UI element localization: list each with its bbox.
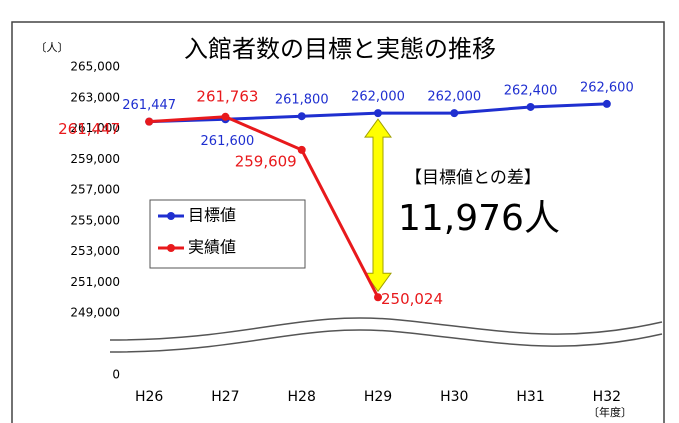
data-label: 261,447 bbox=[122, 98, 176, 113]
data-point bbox=[526, 102, 535, 111]
data-point bbox=[450, 109, 459, 118]
data-label: 262,400 bbox=[504, 83, 558, 98]
data-point bbox=[297, 145, 306, 154]
x-tick-label: H27 bbox=[211, 389, 239, 405]
data-label: 259,609 bbox=[235, 152, 297, 170]
legend-label: 実績値 bbox=[188, 238, 236, 257]
y-tick-label: 255,000 bbox=[70, 213, 120, 227]
annotation-value: 11,976人 bbox=[398, 198, 560, 239]
legend-marker bbox=[167, 212, 175, 220]
data-label: 262,000 bbox=[351, 90, 405, 105]
data-label: 262,000 bbox=[427, 90, 481, 105]
y-tick-label: 259,000 bbox=[70, 152, 120, 166]
y-tick-label: 265,000 bbox=[70, 60, 120, 74]
y-tick-label: 249,000 bbox=[70, 306, 120, 320]
data-label: 261,447 bbox=[58, 120, 120, 138]
legend-marker bbox=[167, 244, 175, 252]
data-point bbox=[297, 112, 306, 121]
y-unit-label: 〔人〕 bbox=[36, 41, 69, 54]
legend-box bbox=[149, 199, 306, 269]
axis-break bbox=[109, 317, 663, 353]
data-label: 250,024 bbox=[381, 290, 443, 308]
x-unit-label: 〔年度〕 bbox=[588, 405, 632, 419]
data-label: 261,600 bbox=[201, 134, 255, 149]
break-line bbox=[109, 329, 663, 353]
data-point bbox=[374, 293, 382, 302]
y-tick-label: 0 bbox=[112, 368, 120, 382]
x-tick-label: H30 bbox=[440, 389, 468, 405]
data-point bbox=[145, 117, 154, 126]
y-tick-label: 261,000 bbox=[70, 121, 120, 135]
difference-arrow bbox=[364, 118, 392, 293]
data-label: 261,800 bbox=[275, 93, 329, 108]
x-tick-label: H32 bbox=[593, 389, 621, 405]
annotation-label: 【目標値との差】 bbox=[405, 168, 541, 188]
data-label: 261,763 bbox=[196, 87, 258, 105]
data-point bbox=[221, 112, 230, 121]
data-point bbox=[374, 109, 382, 118]
legend-label: 目標値 bbox=[188, 206, 236, 225]
series-line bbox=[149, 115, 380, 298]
x-tick-label: H26 bbox=[135, 389, 163, 405]
chart-title: 入館者数の目標と実態の推移 bbox=[184, 35, 496, 63]
y-tick-label: 263,000 bbox=[70, 90, 120, 104]
data-point bbox=[602, 99, 611, 108]
x-tick-label: H29 bbox=[364, 389, 392, 405]
data-label: 262,600 bbox=[580, 80, 634, 95]
y-tick-label: 251,000 bbox=[70, 275, 120, 289]
y-tick-label: 253,000 bbox=[70, 244, 120, 258]
y-tick-label: 257,000 bbox=[70, 183, 120, 197]
x-tick-label: H31 bbox=[516, 389, 544, 405]
break-line bbox=[109, 317, 663, 341]
x-tick-label: H28 bbox=[288, 389, 316, 405]
